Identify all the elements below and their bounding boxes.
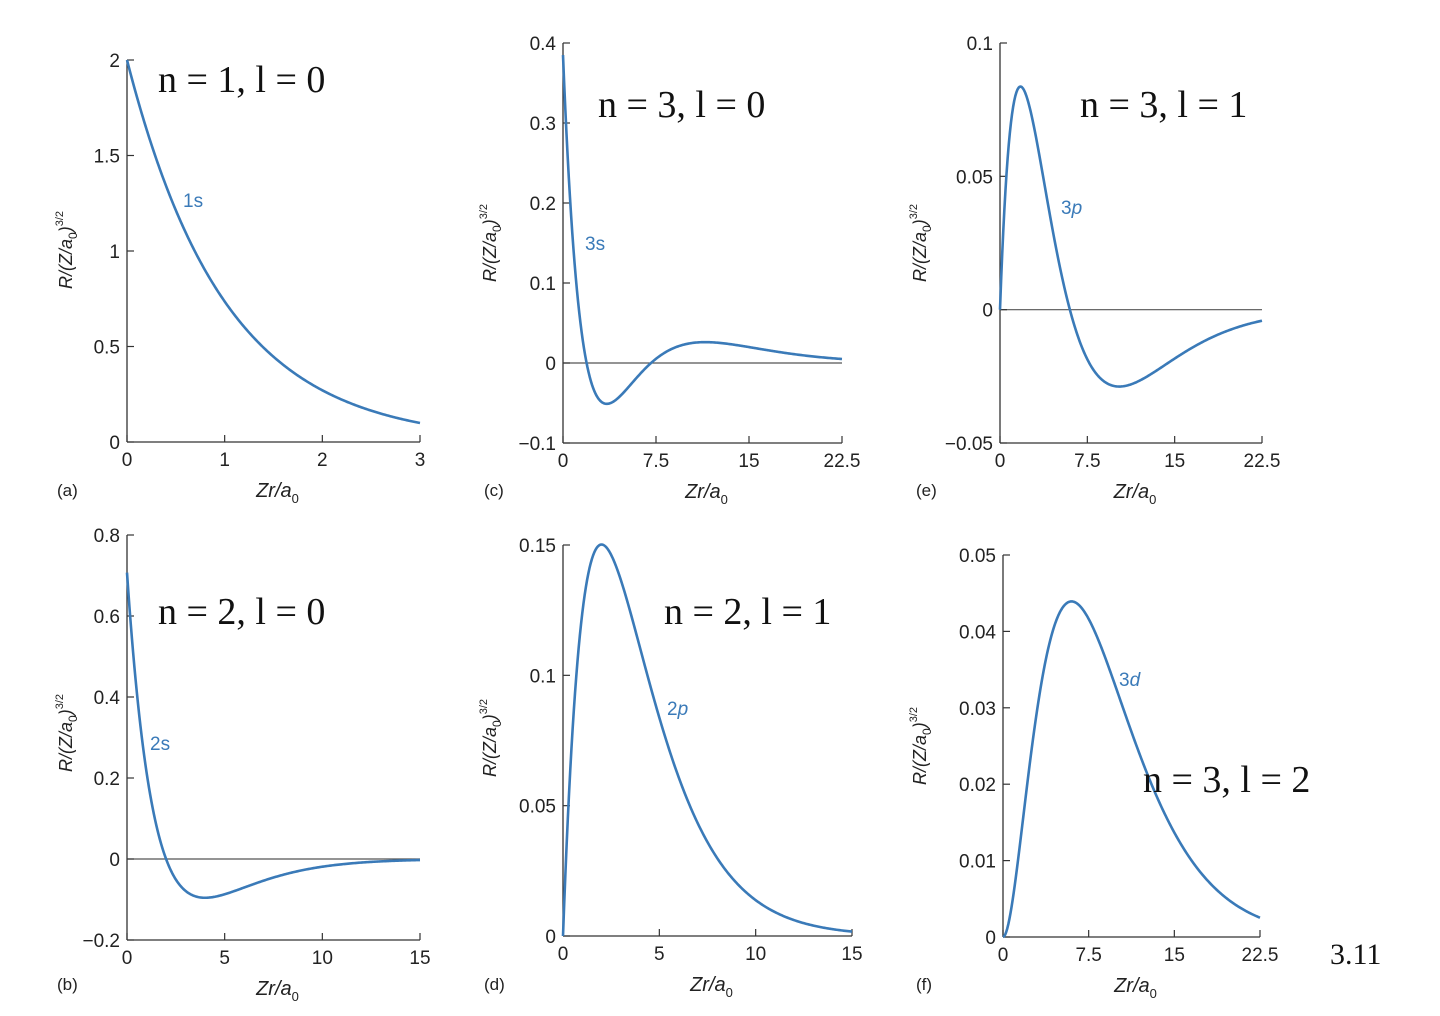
y-tick-label: 0.2 bbox=[530, 194, 556, 215]
curve-label-2s: 2s bbox=[150, 734, 170, 755]
panel-f: 0 7.5 15 22.5 0 0.01 0.02 0.03 0.04 0.05 3d n = 3, … bbox=[908, 546, 1310, 1001]
x-tick-label: 22.5 bbox=[824, 451, 861, 472]
quantum-numbers-annotation: n = 3, l = 1 bbox=[1080, 84, 1247, 126]
x-tick-label: 15 bbox=[738, 451, 759, 472]
figure-number: 3.11 bbox=[1330, 938, 1382, 971]
y-tick-label: 0.05 bbox=[519, 797, 556, 818]
y-tick-label: 2 bbox=[109, 51, 120, 72]
quantum-numbers-annotation: n = 2, l = 0 bbox=[158, 591, 325, 633]
y-tick-label: 0.5 bbox=[94, 338, 120, 359]
quantum-numbers-annotation: n = 1, l = 0 bbox=[158, 59, 325, 101]
y-axis-label: R/(Z/a0)3/2 bbox=[54, 694, 80, 772]
x-axis-label: Zr/a0 bbox=[684, 481, 728, 507]
y-tick-label: 0.1 bbox=[967, 34, 993, 55]
y-tick-label: −0.2 bbox=[82, 931, 120, 952]
y-tick-label: 0.01 bbox=[959, 852, 996, 873]
y-tick-label: 0.04 bbox=[959, 622, 996, 643]
curve-2s bbox=[125, 572, 421, 900]
curve-label-3d: 3d bbox=[1119, 670, 1142, 691]
y-tick-label: 0.8 bbox=[94, 526, 120, 547]
panel-label: (a) bbox=[57, 481, 78, 500]
curve-label-2p: 2p bbox=[667, 699, 688, 720]
panel-d: 0 5 10 15 0 0.05 0.1 0.15 2p n = 2, l = 1 Zr/a0 R/(… bbox=[478, 536, 863, 1000]
y-tick-label: 0.15 bbox=[519, 536, 556, 557]
y-tick-label: 0 bbox=[985, 928, 996, 949]
x-tick-label: 7.5 bbox=[1075, 945, 1101, 966]
x-axis-label: Zr/a0 bbox=[1113, 481, 1157, 507]
y-tick-label: 0.02 bbox=[959, 775, 996, 796]
y-tick-label: 0 bbox=[109, 433, 120, 454]
y-tick-label: 0.4 bbox=[530, 34, 557, 55]
x-tick-label: 15 bbox=[841, 944, 862, 965]
x-tick-label: 7.5 bbox=[643, 451, 669, 472]
x-tick-label: 2 bbox=[317, 450, 328, 471]
y-axis-label: R/(Z/a0)3/2 bbox=[908, 204, 934, 282]
quantum-numbers-annotation: n = 3, l = 0 bbox=[598, 84, 765, 126]
x-tick-label: 15 bbox=[1164, 945, 1185, 966]
x-tick-label: 10 bbox=[312, 948, 333, 969]
y-tick-label: 0 bbox=[545, 354, 556, 375]
panel-label: (f) bbox=[916, 975, 932, 994]
quantum-numbers-annotation: n = 2, l = 1 bbox=[664, 591, 831, 633]
y-tick-label: 1.5 bbox=[94, 147, 120, 168]
panel-label: (e) bbox=[916, 481, 937, 500]
panel-label: (d) bbox=[484, 975, 505, 994]
x-tick-label: 0 bbox=[995, 451, 1006, 472]
curve-label-1s: 1s bbox=[183, 191, 203, 212]
curve-label-3p: 3p bbox=[1061, 198, 1082, 219]
y-tick-label: 0.4 bbox=[94, 688, 121, 709]
x-axis-label: Zr/a0 bbox=[255, 978, 299, 1004]
x-tick-label: 15 bbox=[409, 948, 430, 969]
x-tick-label: 0 bbox=[558, 451, 569, 472]
x-axis-label: Zr/a0 bbox=[255, 480, 299, 506]
y-tick-label: 0.1 bbox=[530, 274, 556, 295]
y-axis-label: R/(Z/a0)3/2 bbox=[478, 204, 504, 282]
panel-a: 0 1 2 3 0 0.5 1 1.5 2 1s n = 1, l = 0 Zr/a0 R/(Z/a0)… bbox=[54, 51, 425, 506]
x-tick-label: 0 bbox=[998, 945, 1009, 966]
y-tick-label: 0.1 bbox=[530, 666, 556, 687]
y-tick-label: 0 bbox=[982, 301, 993, 322]
x-tick-label: 22.5 bbox=[1244, 451, 1281, 472]
y-tick-label: 0.05 bbox=[956, 167, 993, 188]
y-axis-label: R/(Z/a0)3/2 bbox=[478, 699, 504, 777]
x-tick-label: 5 bbox=[219, 948, 230, 969]
curve-label-3s: 3s bbox=[585, 234, 605, 255]
x-axis-label: Zr/a0 bbox=[689, 974, 733, 1000]
x-tick-label: 0 bbox=[122, 450, 133, 471]
y-axis-label: R/(Z/a0)3/2 bbox=[54, 211, 80, 289]
x-tick-label: 10 bbox=[745, 944, 766, 965]
y-tick-label: 1 bbox=[109, 242, 120, 263]
x-tick-label: 5 bbox=[654, 944, 665, 965]
y-tick-label: 0 bbox=[109, 850, 120, 871]
y-tick-label: 0.03 bbox=[959, 699, 996, 720]
x-tick-label: 0 bbox=[122, 948, 133, 969]
x-tick-label: 1 bbox=[219, 450, 230, 471]
y-tick-label: 0.05 bbox=[959, 546, 996, 567]
panel-label: (b) bbox=[57, 975, 78, 994]
y-tick-label: 0.2 bbox=[94, 769, 120, 790]
quantum-numbers-annotation: n = 3, l = 2 bbox=[1143, 759, 1310, 801]
x-tick-label: 3 bbox=[415, 450, 426, 471]
curve-1s bbox=[125, 59, 421, 425]
y-tick-label: −0.1 bbox=[518, 434, 556, 455]
curve-3s bbox=[561, 55, 843, 406]
y-tick-label: 0.6 bbox=[94, 607, 120, 628]
curve-2p bbox=[561, 543, 853, 937]
x-tick-label: 15 bbox=[1164, 451, 1185, 472]
y-tick-label: 0 bbox=[545, 927, 556, 948]
panel-label: (c) bbox=[484, 481, 504, 500]
y-axis-label: R/(Z/a0)3/2 bbox=[908, 707, 934, 785]
y-tick-label: −0.05 bbox=[945, 434, 993, 455]
curve-3p bbox=[998, 85, 1263, 388]
x-tick-label: 0 bbox=[558, 944, 569, 965]
y-tick-label: 0.3 bbox=[530, 114, 556, 135]
curve-3d bbox=[1002, 600, 1261, 939]
x-tick-label: 22.5 bbox=[1242, 945, 1279, 966]
x-tick-label: 7.5 bbox=[1074, 451, 1100, 472]
x-axis-label: Zr/a0 bbox=[1113, 975, 1157, 1001]
